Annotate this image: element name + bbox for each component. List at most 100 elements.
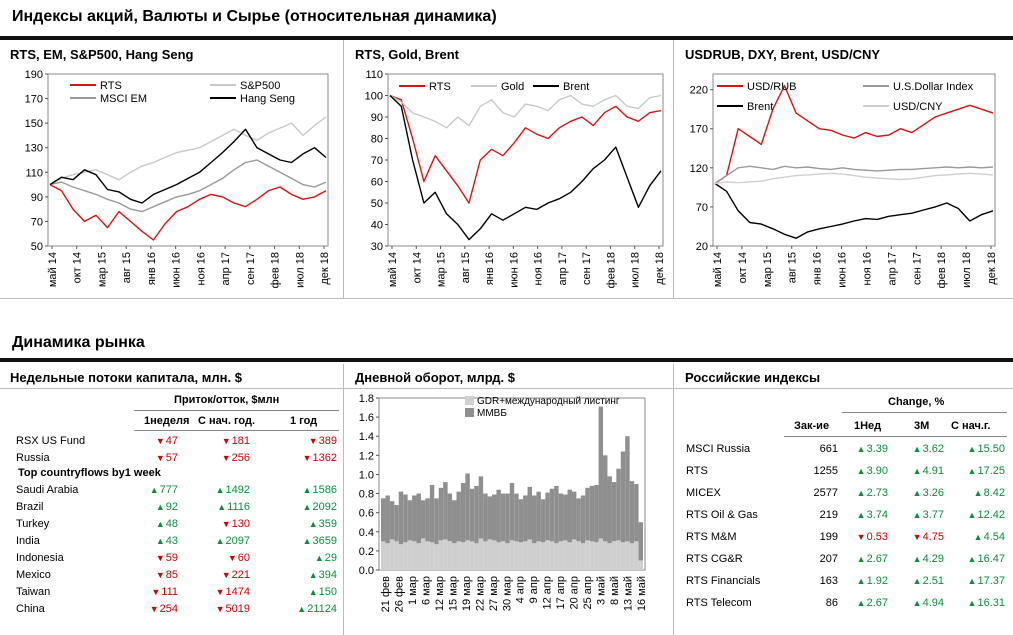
table-cell: RTS M&M	[686, 531, 737, 543]
table-cell: RSX US Fund	[16, 434, 86, 447]
table-cell: 1255	[813, 465, 838, 477]
bar-mmvb	[429, 484, 435, 543]
x-tick-label: окт 14	[411, 252, 423, 283]
table-row: RTS 12553.904.9117.25	[684, 460, 1007, 482]
y-tick-label: 80	[371, 134, 383, 146]
legend-label: ММВБ	[477, 408, 507, 419]
legend-label: RTS	[429, 81, 451, 93]
table-cell: 777	[134, 481, 180, 498]
bar-gdr	[540, 542, 546, 570]
bar-gdr	[589, 541, 595, 570]
bar-gdr	[625, 541, 630, 570]
table-cell: 2577	[813, 487, 838, 499]
table-row: Mexico 85221394	[14, 566, 339, 583]
table-cell: 47	[134, 432, 180, 449]
bar-mmvb	[385, 495, 390, 544]
x-tick-label: июн 16	[171, 252, 183, 288]
bar-gdr	[620, 542, 626, 570]
x-tick-label: авг 15	[787, 252, 799, 283]
table-cell: 2097	[180, 532, 252, 549]
y-tick-label: 220	[690, 85, 708, 97]
x-tick-label: 1 мар	[407, 576, 419, 605]
bar-gdr	[412, 541, 417, 570]
bar-gdr	[558, 541, 564, 570]
turnover-chart-svg: 0.0 0.2 0.4 0.6 0.8 1.0 1.2 1.4 1.6 1.8 21 фев 26 ф…	[359, 393, 648, 612]
table-row: Saudi Arabia 77714921586	[14, 481, 339, 498]
flows-table-funds: RSX US Fund 47181389 Russia 572561362	[14, 432, 339, 466]
table-cell: 2.67	[840, 592, 890, 614]
y-tick-label: 150	[25, 118, 43, 130]
bar-mmvb	[469, 488, 475, 542]
bar-mmvb	[394, 505, 399, 542]
table-cell: 254	[134, 600, 180, 617]
bar-mmvb	[420, 500, 426, 539]
x-tick-label: май 14	[712, 252, 724, 287]
table-cell: 43	[134, 532, 180, 549]
y-tick-label: 50	[31, 241, 43, 253]
table-cell: 12.42	[946, 504, 1007, 526]
bar-mmvb	[629, 481, 635, 544]
table-cell: 4.75	[890, 526, 946, 548]
table-cell: 3.77	[890, 504, 946, 526]
panel-rule	[0, 388, 1013, 389]
bar-gdr	[509, 540, 515, 570]
bar-mmvb	[585, 487, 590, 541]
bar-mmvb	[527, 486, 532, 540]
x-tick-label: 9 апр	[528, 576, 540, 603]
y-tick-label: 1.8	[359, 393, 374, 405]
table-row: China 254501921124	[14, 600, 339, 617]
x-tick-label: июл 18	[961, 252, 973, 288]
bar-mmvb	[571, 491, 577, 540]
flows-col-ytd: С нач. год.	[198, 415, 256, 427]
table-cell: 359	[252, 515, 339, 532]
bar-gdr	[469, 541, 475, 570]
section2-rule	[0, 358, 1013, 362]
flows-group-header: Приток/отток, $млн	[174, 394, 280, 406]
bar-gdr	[514, 541, 519, 570]
series-line-hang-seng	[49, 128, 327, 204]
bar-gdr	[545, 540, 550, 570]
bar-mmvb	[620, 451, 626, 543]
table-cell: 5019	[180, 600, 252, 617]
table-cell: 8.42	[946, 482, 1007, 504]
table-row: RTS Oil & Gas 2193.743.7712.42	[684, 504, 1007, 526]
table-cell: 48	[134, 515, 180, 532]
bar-gdr	[443, 539, 448, 570]
table-cell: Russia	[16, 451, 50, 464]
header-rule	[0, 36, 1013, 40]
bar-mmvb	[589, 485, 595, 542]
bar-mmvb	[563, 494, 568, 541]
bar-mmvb	[487, 496, 493, 540]
y-tick-label: 0.2	[359, 546, 374, 558]
flows-subhead: Top countryflows by1 week	[18, 467, 161, 479]
table-cell: 181	[180, 432, 252, 449]
bar-gdr	[434, 544, 439, 570]
x-tick-label: 25 апр	[582, 576, 594, 609]
table-cell: 3.39	[840, 438, 890, 460]
plot-frame	[387, 73, 664, 247]
table-cell: 661	[819, 443, 838, 455]
bar-gdr	[474, 543, 479, 570]
table-cell: RTS Oil & Gas	[686, 509, 758, 521]
legend-swatch	[465, 396, 474, 405]
series-line-u-s-dollar-index	[714, 165, 994, 185]
x-tick-label: июл 18	[630, 252, 642, 288]
x-tick-label: 27 мар	[488, 576, 500, 611]
table-cell: 163	[819, 575, 838, 587]
bar-gdr	[403, 542, 408, 570]
bar-mmvb	[634, 484, 639, 542]
separator	[343, 364, 344, 635]
x-tick-label: фев 18	[605, 252, 617, 288]
bar-mmvb	[443, 482, 448, 540]
x-tick-label: апр 17	[886, 252, 898, 285]
table-cell: 2.67	[840, 548, 890, 570]
bar-mmvb	[416, 493, 421, 544]
series-line-usd-cny	[714, 172, 994, 185]
table-cell: 4.54	[946, 526, 1007, 548]
table-cell: 111	[134, 583, 180, 600]
legend-swatch	[465, 408, 474, 417]
bar-gdr	[398, 544, 404, 570]
legend-label: MSCI EM	[100, 93, 147, 105]
table-cell: 3.90	[840, 460, 890, 482]
table-cell: 4.29	[890, 548, 946, 570]
